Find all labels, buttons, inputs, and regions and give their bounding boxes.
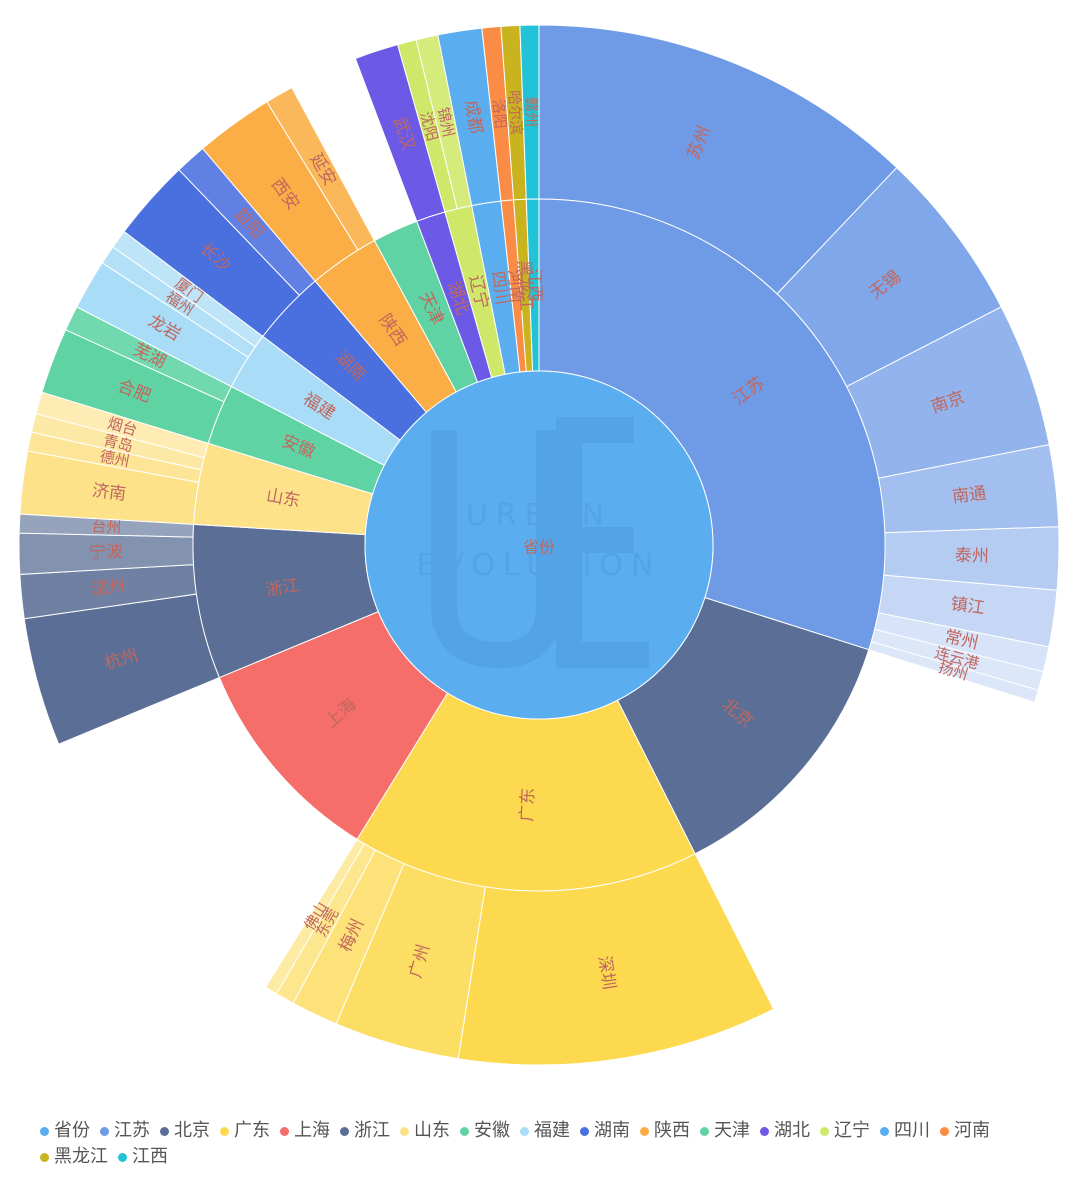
city-label: 洛阳: [489, 98, 510, 130]
province-label: 广东: [517, 787, 538, 822]
city-label: 德州: [98, 447, 131, 471]
legend-label: 江西: [132, 1146, 168, 1167]
legend-label: 江苏: [114, 1120, 150, 1141]
legend-item[interactable]: 广东: [220, 1120, 270, 1142]
watermark-line-2: EVOLUTION: [417, 548, 662, 583]
legend-item[interactable]: 省份: [40, 1120, 90, 1142]
legend-dot-icon: [520, 1126, 529, 1136]
legend-item[interactable]: 天津: [700, 1120, 750, 1142]
legend-dot-icon: [880, 1126, 889, 1136]
legend-item[interactable]: 福建: [520, 1120, 570, 1142]
legend-item[interactable]: 江苏: [100, 1120, 150, 1142]
province-label: 河南: [504, 268, 527, 304]
root-slice: [364, 370, 714, 720]
legend-label: 陕西: [654, 1120, 690, 1141]
legend-dot-icon: [640, 1126, 649, 1136]
legend-item[interactable]: 北京: [160, 1120, 210, 1142]
legend-label: 山东: [414, 1120, 450, 1141]
legend-item[interactable]: 河南: [940, 1120, 990, 1142]
legend-item[interactable]: 浙江: [340, 1120, 390, 1142]
legend-label: 黑龙江: [54, 1146, 108, 1167]
root-label: 省份: [523, 538, 555, 557]
legend-item[interactable]: 陕西: [640, 1120, 690, 1142]
legend-dot-icon: [580, 1126, 589, 1136]
city-label: 南通: [951, 484, 987, 508]
legend-dot-icon: [700, 1126, 709, 1136]
logo-e-shape: [556, 417, 649, 668]
legend-dot-icon: [40, 1126, 49, 1136]
province-label: 江西: [524, 268, 545, 302]
legend-dot-icon: [760, 1126, 769, 1136]
legend-item[interactable]: 辽宁: [820, 1120, 870, 1142]
legend-dot-icon: [400, 1126, 409, 1136]
city-label: 镇江: [949, 594, 985, 619]
legend-label: 湖北: [774, 1120, 810, 1141]
legend-dot-icon: [100, 1126, 109, 1136]
legend-label: 天津: [714, 1120, 750, 1141]
legend-item[interactable]: 山东: [400, 1120, 450, 1142]
legend-item[interactable]: 黑龙江: [40, 1146, 108, 1168]
legend-label: 四川: [894, 1120, 930, 1141]
legend-dot-icon: [280, 1126, 289, 1136]
legend-label: 广东: [234, 1120, 270, 1141]
legend-dot-icon: [460, 1126, 469, 1136]
legend-label: 北京: [174, 1120, 210, 1141]
legend-label: 省份: [54, 1120, 90, 1141]
legend-label: 河南: [954, 1120, 990, 1141]
city-label: 宁波: [89, 542, 123, 563]
legend-label: 福建: [534, 1120, 570, 1141]
legend-dot-icon: [340, 1126, 349, 1136]
city-label: 泰州: [955, 546, 990, 567]
legend-dot-icon: [220, 1126, 229, 1136]
city-label: 赣州: [522, 97, 541, 127]
legend-dot-icon: [160, 1126, 169, 1136]
logo-u-shape: [431, 430, 562, 669]
legend-dot-icon: [820, 1126, 829, 1136]
legend-dot-icon: [118, 1152, 127, 1162]
watermark-line-1: URBAN: [466, 498, 612, 533]
city-label: 哈尔滨: [505, 90, 525, 136]
legend-label: 辽宁: [834, 1120, 870, 1141]
city-ring: [18, 24, 1060, 1066]
legend-label: 安徽: [474, 1120, 510, 1141]
legend-label: 上海: [294, 1120, 330, 1141]
province-ring: [192, 198, 886, 892]
legend: 省份 江苏 北京 广东 上海 浙江 山东 安徽 福建 湖南 陕西 天津 湖北 辽宁 四川 河南黑龙江 江西: [40, 1120, 1050, 1168]
legend-item[interactable]: 湖南: [580, 1120, 630, 1142]
legend-dot-icon: [940, 1126, 949, 1136]
province-label: 黑龙江: [513, 259, 536, 311]
legend-label: 湖南: [594, 1120, 630, 1141]
city-label: 温州: [90, 576, 126, 599]
city-label: 济南: [91, 481, 127, 505]
city-label: 台州: [91, 518, 122, 537]
watermark-logo: URBAN EVOLUTION: [417, 417, 662, 669]
legend-dot-icon: [40, 1152, 49, 1162]
legend-item[interactable]: 湖北: [760, 1120, 810, 1142]
legend-item[interactable]: 四川: [880, 1120, 930, 1142]
legend-item[interactable]: 江西: [118, 1146, 168, 1168]
legend-item[interactable]: 安徽: [460, 1120, 510, 1142]
legend-item[interactable]: 上海: [280, 1120, 330, 1142]
legend-label: 浙江: [354, 1120, 390, 1141]
